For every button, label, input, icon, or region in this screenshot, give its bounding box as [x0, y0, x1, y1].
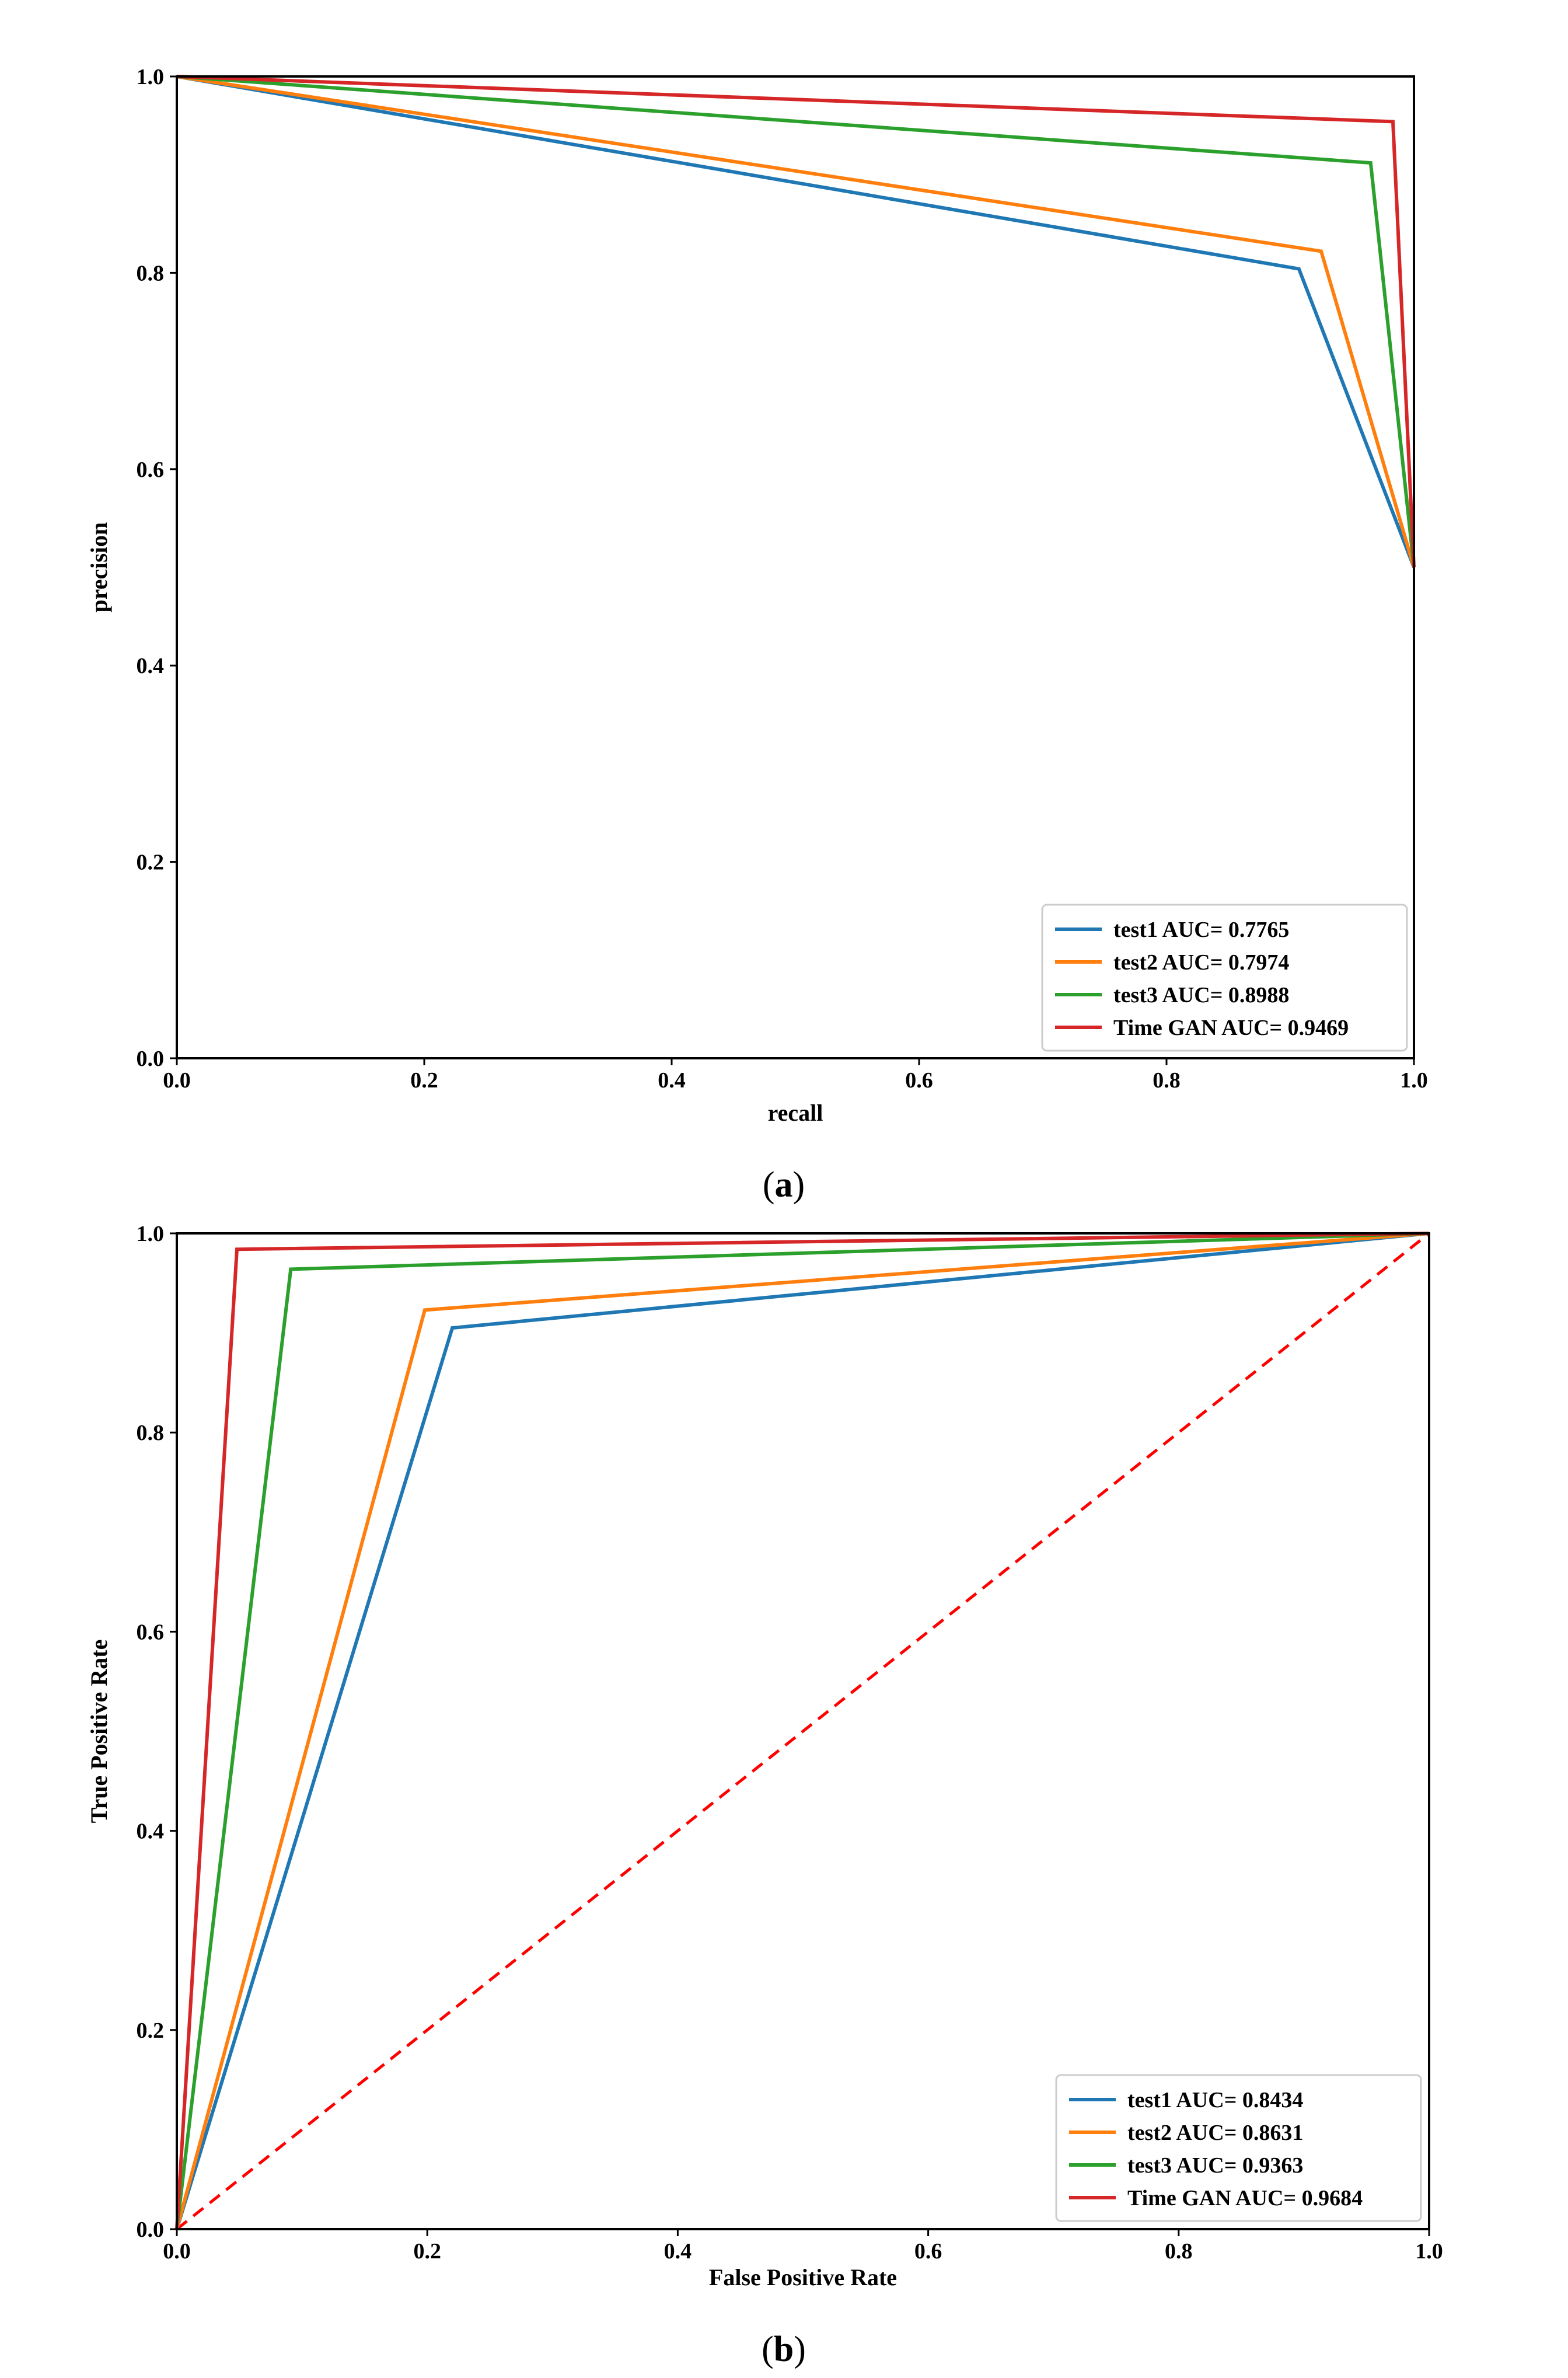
- panel-b-x-tick-label: 0.2: [413, 2239, 441, 2264]
- panel-b-caption: (b): [762, 2330, 806, 2369]
- panel-a-caption-letter: a: [775, 1165, 793, 1205]
- panel-a-legend: test1 AUC= 0.7765 test2 AUC= 0.7974 test3 …: [1041, 904, 1408, 1052]
- panel-a-series-line-3: [176, 75, 1416, 568]
- panel-b-y-tick-label: 0.2: [137, 2018, 165, 2043]
- panel-a: 0.0 0.2 0.4 0.6 0.8 1.0 0.0 0.2 0.4 0.6 0.8 1.0 reca…: [86, 65, 1428, 1205]
- panel-a-y-tick-label: 0.0: [137, 1047, 165, 1071]
- panel-b-legend-label-2: test2 AUC= 0.8631: [1127, 2121, 1303, 2145]
- panel-b-legend: test1 AUC= 0.8434 test2 AUC= 0.8631 test3 …: [1055, 2074, 1422, 2222]
- panel-a-x-tick-label: 0.8: [1153, 1068, 1181, 1093]
- panel-b-caption-letter: b: [774, 2330, 794, 2369]
- panel-a-axes-frame: [176, 75, 1415, 1059]
- panel-a-x-tick-label: 0.2: [410, 1068, 438, 1093]
- panel-b-x-tick-label: 0.8: [1165, 2239, 1193, 2264]
- panel-b-y-tick-label: 0.8: [137, 1421, 165, 1445]
- panel-a-series-line-2: [176, 75, 1416, 568]
- panel-b-legend-label-1: test1 AUC= 0.8434: [1127, 2088, 1303, 2112]
- panel-b-y-axis-label: True Positive Rate: [86, 1640, 112, 1823]
- panel-a-legend-label-1: test1 AUC= 0.7765: [1113, 918, 1289, 942]
- panel-a-caption-close: ): [793, 1165, 805, 1205]
- panel-b-y-tick-label: 0.4: [137, 1819, 165, 1844]
- panel-b-y-tick-label: 0.6: [137, 1620, 165, 1644]
- panel-b-caption-open: (: [762, 2330, 774, 2369]
- panel-a-series-line-1: [176, 75, 1416, 569]
- panel-b-x-tick-label: 0.4: [664, 2239, 692, 2264]
- panel-b-y-tick-label: 0.0: [137, 2217, 165, 2242]
- panel-a-legend-label-2: test2 AUC= 0.7974: [1113, 950, 1289, 975]
- panel-a-series-line-4: [176, 75, 1416, 568]
- panel-b-x-axis-label: False Positive Rate: [709, 2264, 897, 2290]
- panel-a-y-tick-label: 1.0: [137, 65, 165, 89]
- panel-b: 0.0 0.2 0.4 0.6 0.8 1.0 0.0 0.2 0.4 0.6 0.8 1.0 Fals…: [86, 1222, 1443, 2369]
- panel-b-y-tick-label: 1.0: [137, 1222, 165, 1246]
- panel-a-y-tick-label: 0.4: [137, 654, 165, 678]
- panel-b-reference-line: [176, 1232, 1430, 2230]
- panel-b-x-tick-label: 1.0: [1415, 2239, 1443, 2264]
- panel-b-x-tick-label: 0.6: [914, 2239, 942, 2264]
- panel-a-caption: (a): [763, 1165, 805, 1205]
- panel-b-series-line-4: [175, 1232, 1430, 2230]
- panel-b-axes-frame: [176, 1232, 1430, 2230]
- panel-b-legend-label-4: Time GAN AUC= 0.9684: [1127, 2186, 1363, 2210]
- panel-b-series-line-2: [175, 1232, 1430, 2230]
- panel-a-plot-area: [177, 76, 1414, 1058]
- panel-a-x-axis-label: recall: [768, 1100, 823, 1126]
- panel-a-y-tick-label: 0.8: [137, 261, 165, 285]
- panel-a-y-axis-label: precision: [86, 522, 112, 613]
- panel-a-x-tick-label: 0.6: [905, 1068, 933, 1093]
- panel-a-x-tick-label: 0.0: [163, 1068, 191, 1093]
- panel-a-y-tick-label: 0.2: [137, 850, 165, 875]
- panel-a-legend-box: [1041, 904, 1408, 1052]
- panel-b-x-tick-label: 0.0: [163, 2239, 191, 2264]
- panel-b-legend-box: [1055, 2074, 1422, 2222]
- panel-a-legend-label-3: test3 AUC= 0.8988: [1113, 983, 1289, 1007]
- panel-a-x-tick-label: 1.0: [1400, 1068, 1428, 1093]
- panel-b-series-line-3: [175, 1232, 1430, 2230]
- panel-b-caption-close: ): [794, 2330, 806, 2369]
- panel-b-series-line-1: [175, 1232, 1430, 2230]
- panel-b-legend-label-3: test3 AUC= 0.9363: [1127, 2153, 1303, 2178]
- panel-a-legend-label-4: Time GAN AUC= 0.9469: [1113, 1016, 1349, 1040]
- panel-a-y-tick-label: 0.6: [137, 458, 165, 482]
- panel-a-caption-open: (: [763, 1165, 775, 1205]
- panel-a-x-tick-label: 0.4: [658, 1068, 686, 1093]
